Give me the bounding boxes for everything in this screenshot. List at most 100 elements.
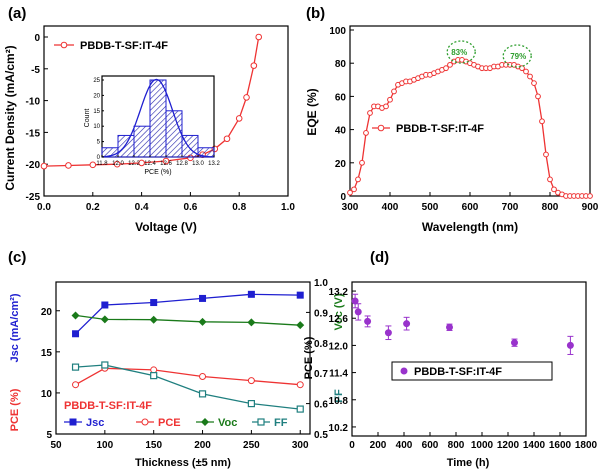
eqe-data-point [367, 110, 373, 116]
x-axis-a-tick-label: 0.4 [135, 202, 149, 213]
inset-y-tick-label: 10 [93, 124, 100, 130]
inset-y-axis-title: Count [84, 109, 91, 128]
x-axis-d-tick-label: 1000 [471, 440, 494, 451]
y-axis-b-tick-label: 80 [335, 59, 347, 70]
x-axis-d-tick-label: 1400 [523, 440, 546, 451]
legend-label-b: PBDB-T-SF:IT-4F [396, 123, 484, 135]
series-point-jsc [296, 291, 304, 299]
legend-marker-voc [201, 418, 209, 426]
x-axis-a-tick-label: 1.0 [281, 202, 295, 213]
x-axis-c-tick-label: 100 [97, 440, 114, 451]
eqe-data-point [347, 189, 353, 196]
stability-data-point [566, 341, 574, 349]
legend-label-pce: PCE [158, 417, 181, 429]
x-axis-c-tick-label: 200 [194, 440, 211, 451]
stability-data-point [446, 323, 453, 331]
x-axis-c-tick-label: 150 [145, 440, 162, 451]
x-axis-c-tick-label: 50 [50, 440, 62, 451]
histogram-bar [165, 110, 183, 158]
eqe-data-point [535, 93, 541, 100]
panel-label-c: (c) [8, 249, 26, 266]
y-axis-right-c-tick-label: 0.9 [314, 308, 328, 319]
legend-marker-a [60, 41, 68, 49]
jv-data-point [223, 135, 231, 143]
legend-label-d: PBDB-T-SF:IT-4F [414, 366, 502, 378]
y-axis-title-d: PCE (%) [303, 336, 315, 379]
series-point-jsc [199, 294, 207, 302]
inset-x-tick-label: 12.6 [160, 161, 172, 167]
y-axis-left-c-tick-label: 15 [41, 348, 53, 359]
x-axis-title-b: Wavelength (nm) [422, 220, 518, 234]
plot-frame-d [351, 281, 587, 437]
jv-data-point [255, 33, 263, 41]
plot-frame-b [349, 25, 591, 197]
eqe-data-point [531, 80, 537, 87]
legend-marker-pce [141, 418, 149, 426]
series-point-ff [150, 372, 158, 380]
eqe-data-point [383, 103, 389, 110]
x-axis-b-tick-label: 300 [342, 202, 359, 213]
x-axis-d-tick-label: 1800 [575, 440, 598, 451]
y-axis-title-a: Current Density (mA/cm²) [3, 45, 17, 190]
eqe-data-point [523, 68, 529, 75]
peak-circle-79 [502, 44, 532, 68]
legend-label-voc: Voc [218, 417, 237, 429]
x-axis-title-d: Time (h) [447, 457, 490, 469]
y-axis-a-tick-label: -25 [26, 192, 41, 203]
series-point-voc [247, 318, 256, 327]
x-axis-d-tick-label: 600 [422, 440, 439, 451]
series-line-pce [75, 367, 301, 386]
y-axis-title-left-top-c: Jsc (mA/cm²) [9, 293, 21, 362]
histogram-bar [149, 79, 167, 158]
y-axis-d-tick-label: 10.8 [329, 396, 349, 407]
x-axis-c-tick-label: 250 [243, 440, 260, 451]
series-point-jsc [72, 330, 80, 338]
series-line-voc [75, 314, 301, 326]
panel-label-b: (b) [306, 5, 325, 22]
series-point-voc [296, 321, 305, 330]
series-point-jsc [247, 290, 255, 298]
series-point-ff [296, 405, 304, 413]
y-axis-b-tick-label: 0 [340, 192, 346, 203]
plot-frame-a [43, 25, 289, 197]
y-axis-a-tick-label: -10 [26, 97, 41, 108]
peak-circle-83 [446, 40, 476, 64]
x-axis-b-tick-label: 700 [502, 202, 519, 213]
series-point-ff [198, 390, 207, 398]
x-axis-a-tick-label: 0.6 [183, 202, 197, 213]
y-axis-a-tick-label: -5 [31, 65, 40, 76]
y-axis-right-c-tick-label: 0.5 [314, 430, 328, 441]
stability-data-point [403, 320, 411, 328]
gaussian-fit-curve [101, 78, 215, 158]
series-point-pce [247, 377, 255, 385]
inset-x-tick-label: 12.0 [112, 161, 124, 167]
jv-data-point [243, 94, 250, 101]
legend-label-jsc: Jsc [86, 417, 104, 429]
y-axis-d-tick-label: 12.0 [329, 341, 349, 352]
legend-box-d [391, 361, 553, 381]
stability-data-point [354, 308, 362, 316]
series-point-jsc [101, 301, 109, 309]
series-point-voc [71, 311, 80, 320]
y-axis-d-tick-label: 11.4 [329, 369, 348, 380]
x-axis-d-tick-label: 400 [396, 440, 413, 451]
y-axis-left-c-tick-label: 10 [41, 389, 53, 400]
panel-label-d: (d) [370, 249, 389, 266]
legend-marker-d [400, 367, 408, 375]
jv-data-point [162, 157, 170, 165]
x-axis-d-tick-label: 200 [370, 440, 387, 451]
y-axis-a-tick-label: -15 [26, 128, 41, 139]
y-axis-right-c-tick-label: 1.0 [314, 278, 328, 289]
inset-y-tick-label: 0 [97, 155, 101, 161]
legend-label-a: PBDB-T-SF:IT-4F [80, 40, 168, 52]
x-axis-b-tick-label: 600 [462, 202, 479, 213]
y-axis-d-tick-label: 13.2 [329, 287, 349, 298]
stability-data-point [351, 297, 359, 305]
y-axis-b-tick-label: 20 [335, 159, 347, 170]
inset-x-tick-label: 13.2 [208, 161, 220, 167]
inset-x-tick-label: 13.0 [192, 161, 204, 167]
inset-y-tick-label: 5 [97, 140, 101, 146]
eqe-data-point [359, 159, 365, 166]
y-axis-right-c-tick-label: 0.7 [314, 369, 328, 380]
x-axis-d-tick-label: 800 [448, 440, 465, 451]
